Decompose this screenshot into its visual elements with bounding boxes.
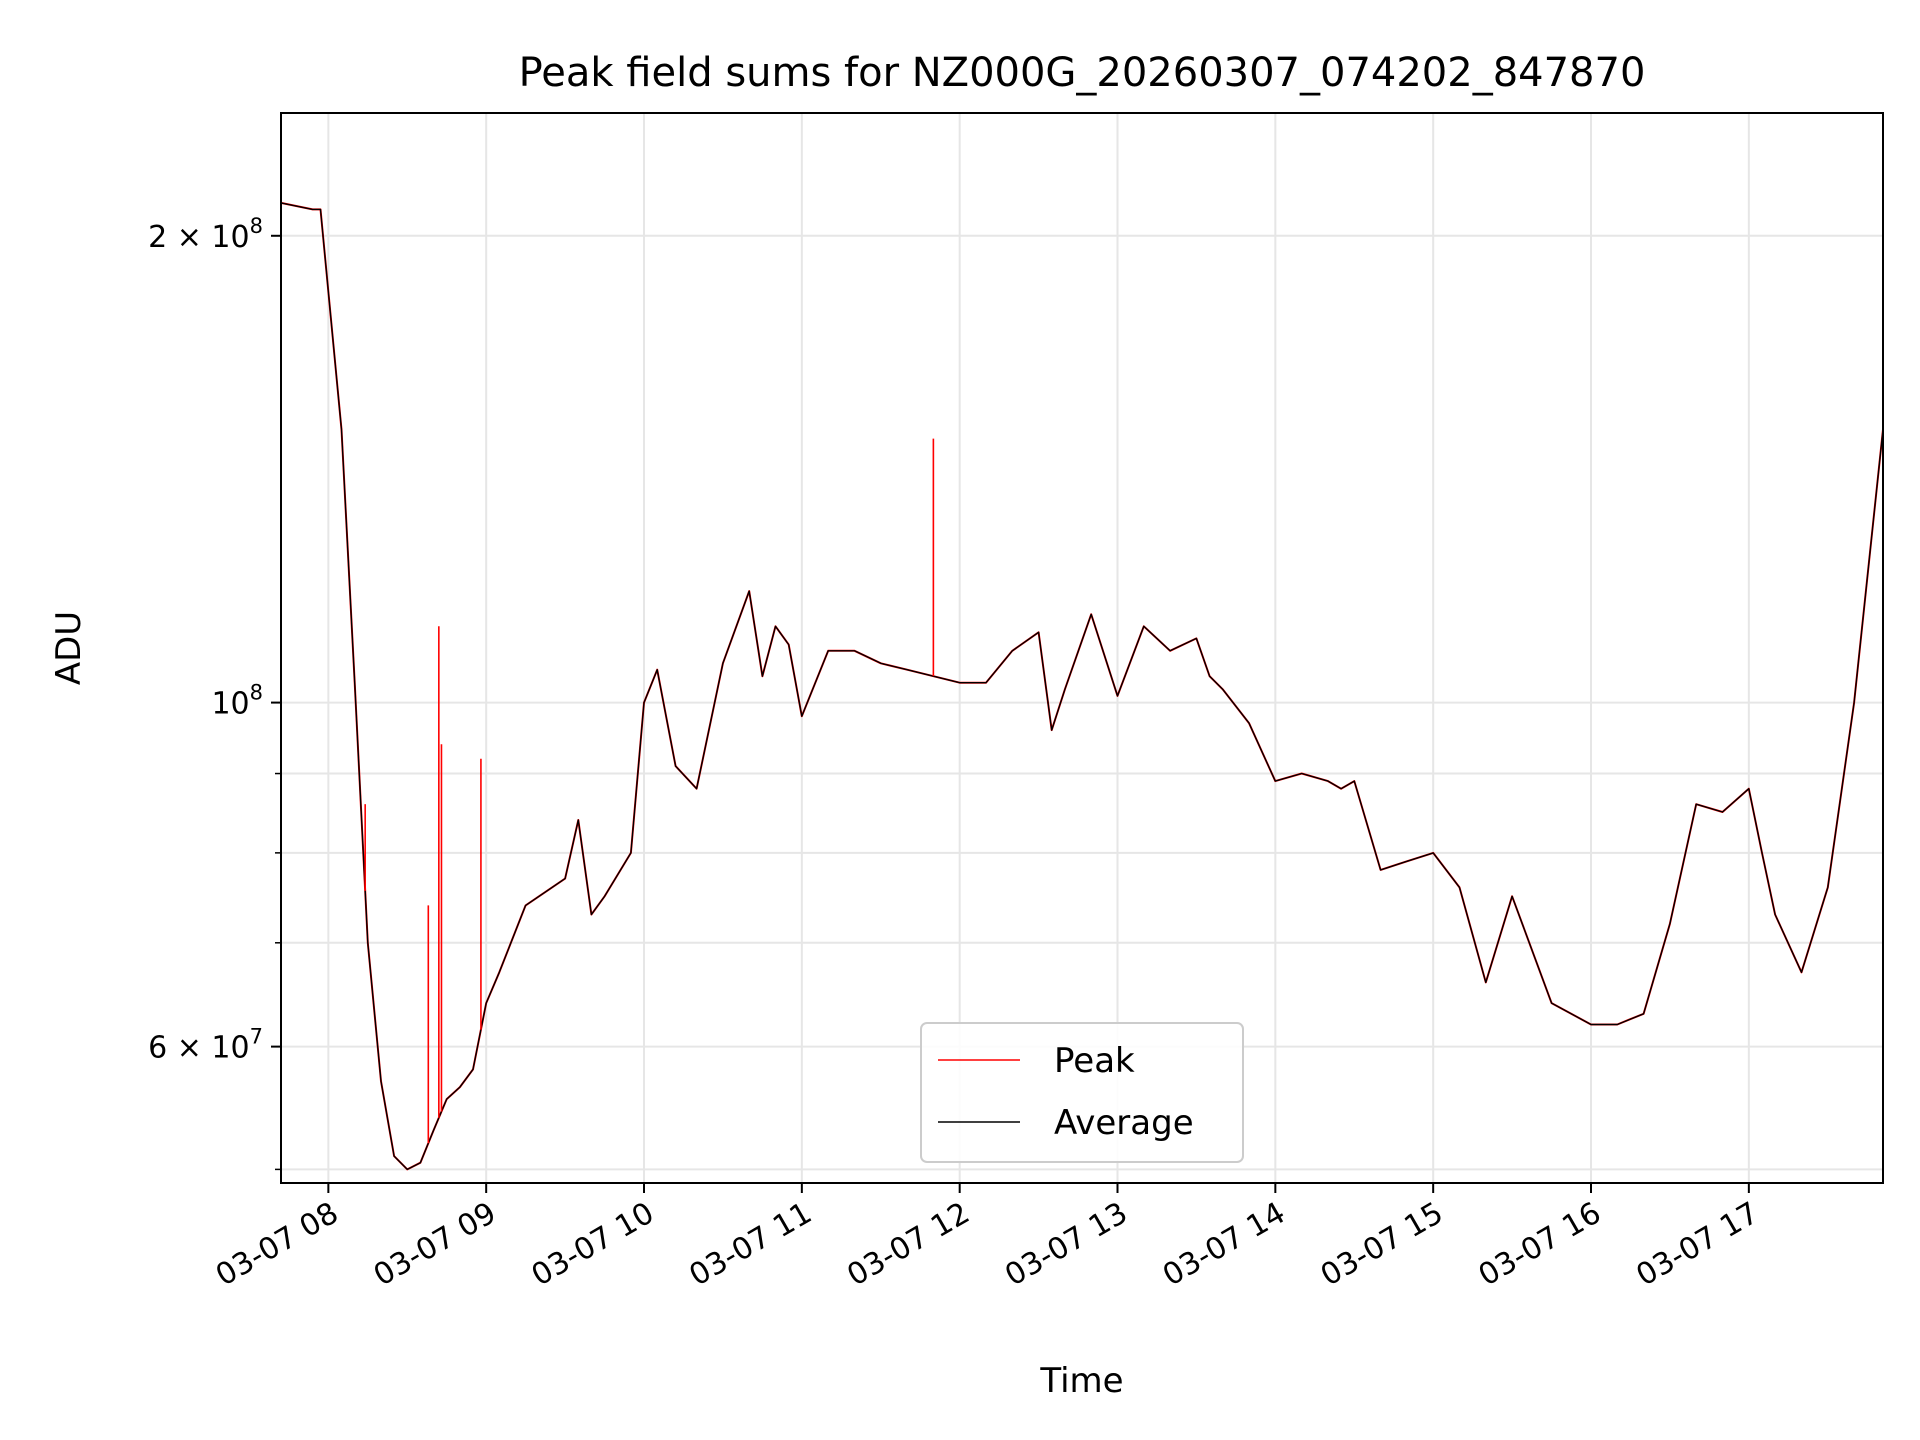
- plot-frame: [280, 112, 1884, 1184]
- series-line-average: [280, 202, 1884, 1171]
- legend: Peak Average: [920, 1022, 1244, 1163]
- x-axis-label: Time: [1039, 1361, 1123, 1401]
- grid: [281, 113, 1883, 1183]
- legend-peak-label: Peak: [1054, 1041, 1135, 1081]
- y-tick-label: 2 × 108: [148, 214, 263, 255]
- y-axis-label: ADU: [49, 611, 89, 685]
- plot-lines: [280, 201, 1884, 1171]
- legend-box: [920, 1022, 1244, 1163]
- chart-title: Peak field sums for NZ000G_20260307_0742…: [519, 50, 1646, 96]
- y-tick-label: 6 × 107: [148, 1025, 263, 1066]
- legend-average-label: Average: [1054, 1103, 1194, 1143]
